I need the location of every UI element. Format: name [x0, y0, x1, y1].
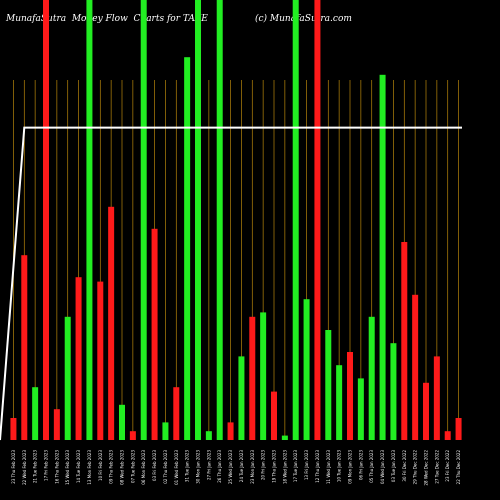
- x-tick-label: 15 Wed Feb 2023: [65, 450, 70, 485]
- x-tick-labels: 23 Thu Feb 2023 22 Wed Feb 2023 21 Tue Feb…: [11, 450, 461, 486]
- x-tick-label: 10 Fri Feb 2023: [98, 450, 103, 481]
- x-tick-label: 31 Tue Jan 2023: [185, 450, 190, 483]
- bar-13: [140, 0, 147, 440]
- x-tick-label: 11 Wed Jan 2023: [326, 450, 331, 484]
- bar-1: [10, 418, 17, 440]
- bar-19: [205, 431, 212, 440]
- x-tick-label: 09 Mon Jan 2023: [348, 450, 353, 484]
- x-tick-label: 24 Tue Jan 2023: [239, 450, 244, 483]
- bar-5: [53, 409, 60, 440]
- x-tick-label: 09 Thu Feb 2023: [109, 450, 114, 484]
- bar-31: [336, 365, 343, 440]
- bar-15: [162, 422, 169, 440]
- x-tick-label: 22 Wed Feb 2023: [22, 450, 27, 485]
- bar-23: [249, 316, 256, 440]
- x-tick-label: 06 Mon Feb 2023: [141, 450, 146, 485]
- x-tick-label: 02 Thu Feb 2023: [163, 450, 168, 484]
- x-tick-label: 17 Tue Jan 2023: [293, 450, 298, 483]
- x-tick-label: 14 Tue Feb 2023: [76, 450, 81, 483]
- x-tick-label: 26 Thu Jan 2023: [217, 450, 222, 483]
- x-tick-label: 20 Fri Jan 2023: [261, 450, 266, 480]
- x-tick-label: 08 Wed Feb 2023: [120, 450, 125, 485]
- bar-32: [347, 352, 353, 440]
- bar-29: [314, 0, 321, 440]
- bar-4: [43, 0, 49, 440]
- bar-26: [281, 435, 288, 440]
- x-tick-label: 29 Thu Dec 2022: [413, 450, 418, 485]
- x-tick-label: 18 Wed Jan 2023: [282, 450, 287, 484]
- bar-41: [444, 431, 451, 440]
- bar-34: [368, 316, 375, 440]
- bar-39: [423, 382, 429, 440]
- bar-25: [271, 391, 277, 440]
- bar-6: [64, 316, 71, 440]
- bar-9: [97, 281, 104, 440]
- bar-10: [108, 206, 115, 440]
- bar-12: [129, 431, 136, 440]
- x-tick-label: 16 Thu Feb 2023: [54, 450, 59, 484]
- bar-16: [173, 387, 180, 440]
- bar-33: [357, 378, 364, 440]
- x-tick-label: 27 Tue Dec 2022: [434, 450, 439, 484]
- x-tick-label: 04 Wed Jan 2023: [380, 450, 385, 484]
- bar-2: [21, 255, 28, 440]
- x-tick-label: 03 Tue Jan 2023: [391, 450, 396, 483]
- bars: [10, 0, 462, 441]
- x-tick-label: 27 Fri Jan 2023: [206, 450, 211, 480]
- bar-40: [433, 356, 440, 440]
- flow-line: [0, 126, 462, 441]
- bar-17: [184, 57, 191, 440]
- bar-3: [32, 387, 39, 440]
- x-tick-label: 21 Tue Feb 2023: [33, 450, 38, 483]
- bar-24: [260, 312, 267, 440]
- x-tick-label: 25 Wed Jan 2023: [228, 450, 233, 484]
- x-tick-label: 23 Mon Jan 2023: [250, 450, 255, 484]
- x-tick-label: 22 Thu Dec 2022: [456, 450, 461, 485]
- x-tick-label: 13 Fri Jan 2023: [304, 450, 309, 480]
- bar-35: [379, 74, 386, 441]
- x-tick-label: 01 Wed Feb 2023: [174, 450, 179, 485]
- x-tick-label: 23 Thu Feb 2023: [11, 450, 16, 484]
- bar-38: [412, 294, 419, 440]
- x-tick-label: 28 Wed Dec 2022: [424, 450, 429, 486]
- bar-28: [303, 299, 310, 440]
- bar-18: [195, 0, 201, 440]
- x-tick-label: 07 Tue Feb 2023: [130, 450, 135, 483]
- bar-27: [292, 0, 299, 440]
- bar-8: [86, 0, 93, 440]
- x-tick-label: 12 Thu Jan 2023: [315, 450, 320, 483]
- x-tick-label: 23 Fri Dec 2022: [445, 450, 450, 482]
- flow-line-path: [0, 126, 462, 441]
- x-tick-label: 30 Fri Dec 2022: [402, 450, 407, 482]
- x-tick-label: 17 Fri Feb 2023: [44, 450, 49, 481]
- x-tick-label: 10 Tue Jan 2023: [337, 450, 342, 483]
- bar-14: [151, 228, 158, 440]
- bar-21: [227, 422, 234, 440]
- chart-watermark: (c) MunafaSutra.com: [255, 14, 352, 24]
- bar-7: [75, 277, 82, 440]
- bar-20: [216, 0, 223, 440]
- bar-36: [390, 343, 397, 440]
- bar-22: [238, 356, 245, 440]
- bar-42: [455, 418, 462, 440]
- bar-37: [401, 242, 408, 440]
- x-tick-label: 05 Thu Jan 2023: [369, 450, 374, 483]
- bar-11: [119, 404, 125, 440]
- x-tick-label: 13 Mon Feb 2023: [87, 450, 92, 485]
- x-tick-label: 06 Fri Jan 2023: [358, 450, 363, 480]
- x-tick-label: 30 Mon Jan 2023: [196, 450, 201, 484]
- x-tick-label: 19 Thu Jan 2023: [272, 450, 277, 483]
- x-tick-label: 03 Fri Feb 2023: [152, 450, 157, 481]
- bar-30: [325, 330, 332, 440]
